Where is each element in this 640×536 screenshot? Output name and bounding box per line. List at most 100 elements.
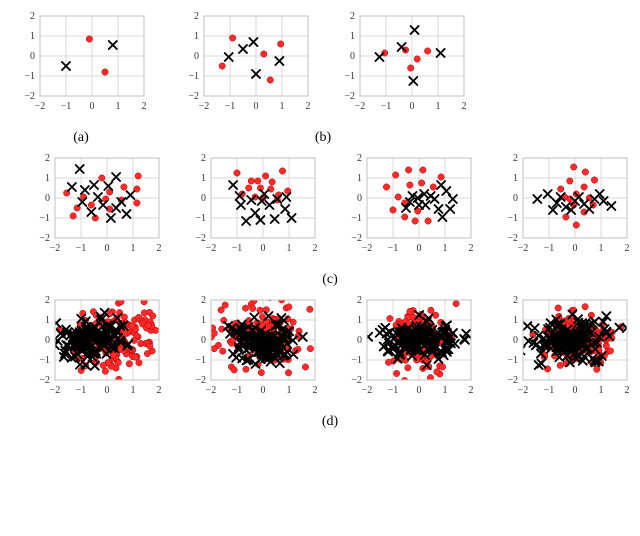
svg-text:0: 0 — [357, 193, 362, 204]
svg-text:−2: −2 — [507, 233, 518, 244]
svg-text:1: 1 — [45, 315, 50, 326]
svg-text:2: 2 — [625, 385, 630, 396]
red-dot-marker — [102, 69, 108, 75]
svg-text:−1: −1 — [544, 243, 555, 254]
red-dot-marker — [234, 170, 240, 176]
svg-text:−1: −1 — [388, 243, 399, 254]
scatter-panel: −2−1012−2−1012 — [25, 152, 167, 270]
red-dot-marker — [418, 180, 424, 186]
red-dot-marker — [211, 345, 217, 351]
svg-text:−2: −2 — [344, 91, 355, 102]
svg-text:1: 1 — [287, 385, 292, 396]
red-dot-marker — [424, 48, 430, 54]
red-dot-marker — [395, 194, 401, 200]
svg-text:−1: −1 — [507, 213, 518, 224]
red-dot-marker — [581, 184, 587, 190]
red-dot-marker — [136, 314, 142, 320]
svg-text:−2: −2 — [518, 243, 529, 254]
red-dot-marker — [557, 362, 563, 368]
red-dot-marker — [392, 172, 398, 178]
red-dot-marker — [268, 186, 274, 192]
red-dot-marker — [246, 185, 252, 191]
red-dot-marker — [571, 164, 577, 170]
svg-text:−2: −2 — [199, 101, 210, 112]
red-dot-marker — [248, 178, 254, 184]
scatter-panel: −2−1012−2−1012 — [174, 10, 316, 128]
svg-text:1: 1 — [436, 101, 441, 112]
scatter-panel: −2−1012−2−1012 — [330, 10, 472, 128]
svg-text:0: 0 — [105, 243, 110, 254]
svg-text:1: 1 — [30, 31, 35, 42]
red-dot-marker — [390, 207, 396, 213]
svg-text:0: 0 — [573, 243, 578, 254]
red-dot-marker — [111, 352, 117, 358]
red-dot-marker — [405, 167, 411, 173]
svg-text:0: 0 — [573, 385, 578, 396]
red-dot-marker — [430, 184, 436, 190]
svg-text:2: 2 — [157, 243, 162, 254]
svg-text:2: 2 — [357, 153, 362, 164]
red-dot-marker — [438, 174, 444, 180]
svg-text:−1: −1 — [388, 385, 399, 396]
red-dot-marker — [591, 177, 597, 183]
red-dot-marker — [231, 367, 237, 373]
svg-text:−1: −1 — [351, 355, 362, 366]
svg-text:2: 2 — [313, 243, 318, 254]
red-dot-marker — [555, 305, 561, 311]
scatter-panel: −2−1012−2−1012 — [25, 294, 167, 412]
svg-text:0: 0 — [513, 193, 518, 204]
svg-text:1: 1 — [350, 31, 355, 42]
svg-text:1: 1 — [513, 173, 518, 184]
red-dot-marker — [257, 307, 263, 313]
svg-text:−2: −2 — [39, 375, 50, 386]
svg-text:2: 2 — [513, 295, 518, 306]
svg-text:1: 1 — [116, 101, 121, 112]
red-dot-marker — [387, 315, 393, 321]
scatter-panel: −2−1012−2−1012 — [10, 10, 152, 128]
svg-text:−2: −2 — [507, 375, 518, 386]
red-dot-marker — [582, 169, 588, 175]
red-dot-marker — [144, 350, 150, 356]
red-dot-marker — [563, 214, 569, 220]
red-dot-marker — [220, 348, 226, 354]
svg-text:−2: −2 — [195, 233, 206, 244]
red-dot-marker — [102, 368, 108, 374]
row-label: (d) — [322, 414, 338, 430]
scatter-panel: −2−1012−2−1012 — [181, 294, 323, 412]
red-dot-marker — [211, 330, 217, 336]
svg-text:−1: −1 — [195, 213, 206, 224]
red-dot-marker — [99, 175, 105, 181]
red-dot-marker — [136, 360, 142, 366]
red-dot-marker — [243, 366, 249, 372]
svg-text:−2: −2 — [362, 243, 373, 254]
svg-text:2: 2 — [357, 295, 362, 306]
scatter-panel: −2−1012−2−1012 — [493, 294, 635, 412]
svg-text:2: 2 — [157, 385, 162, 396]
svg-text:2: 2 — [201, 295, 206, 306]
red-dot-marker — [307, 306, 313, 312]
svg-text:−2: −2 — [50, 243, 61, 254]
svg-text:−2: −2 — [24, 91, 35, 102]
svg-text:0: 0 — [261, 385, 266, 396]
red-dot-marker — [278, 41, 284, 47]
svg-text:0: 0 — [194, 51, 199, 62]
red-dot-marker — [150, 313, 156, 319]
svg-text:0: 0 — [90, 101, 95, 112]
svg-text:1: 1 — [45, 173, 50, 184]
red-dot-marker — [408, 65, 414, 71]
red-dot-marker — [573, 222, 579, 228]
red-dot-marker — [437, 294, 443, 298]
svg-text:0: 0 — [201, 335, 206, 346]
red-dot-marker — [414, 56, 420, 62]
svg-text:1: 1 — [513, 315, 518, 326]
svg-text:1: 1 — [201, 173, 206, 184]
svg-text:1: 1 — [599, 243, 604, 254]
svg-text:−2: −2 — [362, 385, 373, 396]
svg-text:−1: −1 — [24, 71, 35, 82]
svg-text:2: 2 — [469, 385, 474, 396]
row-label: (a) — [73, 130, 89, 146]
red-dot-marker — [262, 173, 268, 179]
svg-text:1: 1 — [443, 385, 448, 396]
svg-text:2: 2 — [45, 295, 50, 306]
svg-text:−1: −1 — [232, 385, 243, 396]
